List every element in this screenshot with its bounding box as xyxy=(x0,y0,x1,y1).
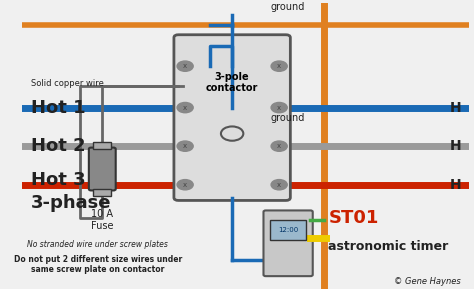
Text: Hot 1: Hot 1 xyxy=(31,99,85,116)
Circle shape xyxy=(271,103,287,113)
Bar xyxy=(93,142,111,149)
Text: 3-pole
contactor: 3-pole contactor xyxy=(206,72,258,93)
Circle shape xyxy=(177,141,193,151)
FancyBboxPatch shape xyxy=(174,35,291,201)
Text: x: x xyxy=(277,143,281,149)
Text: No stranded wire under screw plates: No stranded wire under screw plates xyxy=(27,240,168,249)
Circle shape xyxy=(177,103,193,113)
Circle shape xyxy=(271,141,287,151)
Text: H: H xyxy=(450,139,462,153)
Circle shape xyxy=(177,61,193,71)
Circle shape xyxy=(177,179,193,190)
Circle shape xyxy=(271,179,287,190)
FancyBboxPatch shape xyxy=(264,210,313,276)
Text: H: H xyxy=(450,178,462,192)
Text: H: H xyxy=(450,101,462,115)
Text: x: x xyxy=(183,63,187,69)
Text: Hot 2: Hot 2 xyxy=(31,137,85,155)
Text: ground: ground xyxy=(271,113,305,123)
Circle shape xyxy=(271,61,287,71)
Text: 3-phase: 3-phase xyxy=(31,194,111,212)
Text: x: x xyxy=(277,105,281,111)
Text: astronomic timer: astronomic timer xyxy=(328,240,449,253)
Text: x: x xyxy=(183,143,187,149)
Text: x: x xyxy=(183,182,187,188)
Text: Do not put 2 different size wires under
same screw plate on contactor: Do not put 2 different size wires under … xyxy=(14,255,182,274)
Text: x: x xyxy=(277,182,281,188)
Text: Solid copper wire: Solid copper wire xyxy=(31,79,103,88)
Text: ground: ground xyxy=(271,2,305,12)
Bar xyxy=(270,221,306,240)
Text: ST01: ST01 xyxy=(328,209,379,227)
Text: x: x xyxy=(277,63,281,69)
Text: 12:00: 12:00 xyxy=(278,227,298,234)
FancyBboxPatch shape xyxy=(89,148,116,190)
Text: 10 A
Fuse: 10 A Fuse xyxy=(91,209,114,231)
Text: x: x xyxy=(183,105,187,111)
Bar xyxy=(93,189,111,196)
Text: Hot 3: Hot 3 xyxy=(31,171,85,190)
Text: © Gene Haynes: © Gene Haynes xyxy=(394,277,461,286)
